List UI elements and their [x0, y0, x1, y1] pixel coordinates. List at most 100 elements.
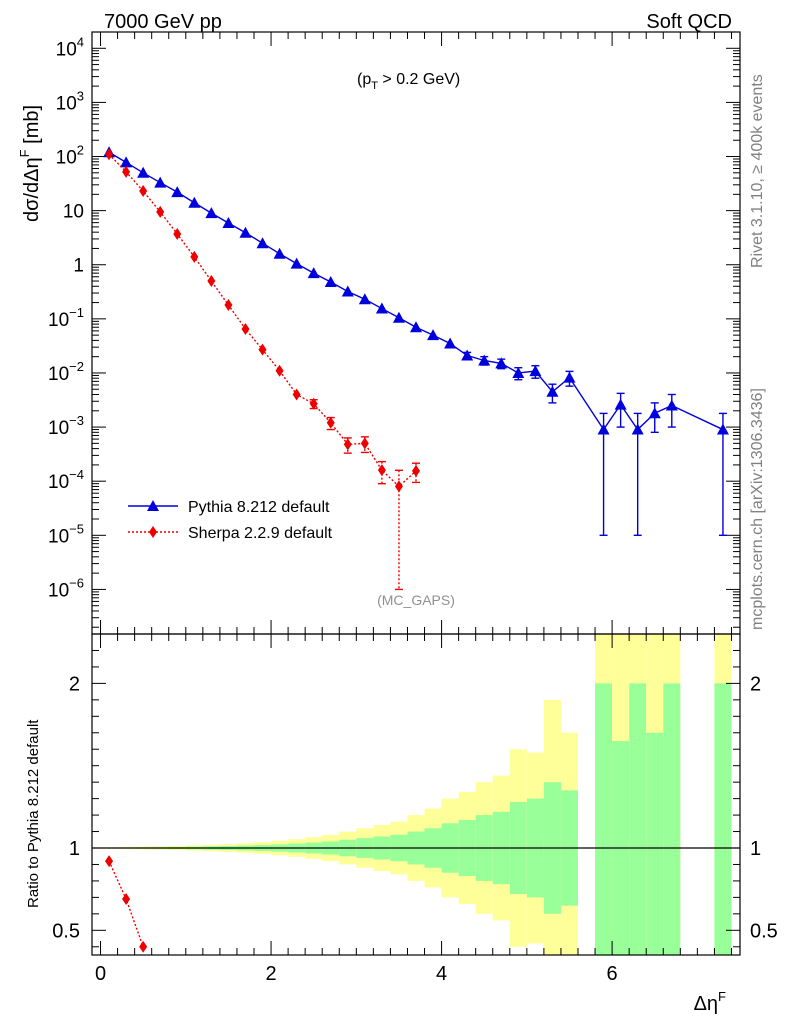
band-inner: [629, 683, 647, 955]
y-tick-label: 102: [56, 143, 84, 169]
data-point-triangle: [171, 186, 184, 198]
data-point-triangle: [137, 166, 150, 178]
y-tick-label: 10−4: [48, 467, 84, 493]
band-inner: [595, 683, 613, 955]
band-inner: [646, 732, 664, 955]
data-point-diamond: [156, 205, 165, 218]
data-point-triangle: [716, 423, 729, 435]
x-tick-label: 2: [265, 963, 276, 985]
axes-frames: [91, 31, 741, 956]
y-tick-label-base: 10: [48, 472, 69, 493]
data-point-diamond: [258, 343, 267, 356]
ratio-y-tick-label-left: 0.5: [52, 920, 80, 942]
data-point-triangle: [341, 285, 354, 297]
ratio-y-tick-label-right: 1: [750, 838, 761, 860]
y-tick-label-base: 10: [56, 39, 77, 60]
ratio-y-tick-label-right: 0.5: [750, 920, 778, 942]
data-point-triangle: [290, 257, 303, 269]
y-tick-label-exp: −4: [69, 467, 84, 482]
cut-label: (pT > 0.2 GeV): [357, 71, 460, 92]
data-point-triangle: [631, 423, 644, 435]
data-point-diamond: [275, 364, 284, 377]
data-point-diamond: [173, 227, 182, 240]
y-tick-label-base: 10: [48, 580, 69, 601]
data-point-diamond: [394, 480, 403, 493]
y-tick-label-base: 10: [48, 364, 69, 385]
band-inner: [714, 683, 732, 955]
y-axis-label-main-sup: F: [17, 149, 32, 157]
y-axis-label-main-unit: [mb]: [21, 105, 43, 149]
axis-ticks: 0 2 4 610410310210110−110−210−310−410−510−6…: [48, 31, 778, 985]
y-tick-label-base: 10: [56, 93, 77, 114]
y-tick-label-exp: 3: [77, 88, 84, 103]
cut-label-rest: > 0.2 GeV): [378, 71, 460, 88]
ratio-y-tick-label-right: 2: [750, 673, 761, 695]
legend-label: Pythia 8.212 default: [188, 499, 330, 516]
x-tick-label: 0: [95, 963, 106, 985]
x-tick-label: 6: [607, 963, 618, 985]
data-point-triangle: [512, 366, 525, 378]
data-point-diamond: [224, 299, 233, 312]
data-point-diamond: [360, 437, 369, 450]
data-point-diamond: [343, 438, 352, 451]
data-point-diamond: [139, 185, 148, 198]
data-point-triangle: [256, 237, 269, 249]
y-tick-label-base: 10: [48, 418, 69, 439]
legend-label: Sherpa 2.2.9 default: [188, 525, 333, 542]
ratio-y-tick-label-left: 1: [69, 838, 80, 860]
data-point-triangle: [392, 311, 405, 323]
y-tick-label-exp: −5: [69, 521, 84, 536]
y-axis-label-ratio: Ratio to Pythia 8.212 default: [25, 719, 42, 908]
data-point-diamond: [412, 464, 420, 477]
legend: Pythia 8.212 default Sherpa 2.2.9 default: [128, 499, 333, 542]
data-point-triangle: [529, 365, 542, 377]
data-point-triangle: [648, 407, 661, 419]
y-tick-label-exp: −3: [69, 413, 84, 428]
data-point-triangle: [239, 226, 252, 238]
data-point-diamond: [377, 464, 386, 477]
y-tick-label-exp: −2: [69, 359, 84, 374]
y-tick-label: 10−1: [48, 305, 84, 331]
y-tick-label: 103: [56, 88, 84, 114]
data-point-triangle: [222, 217, 235, 229]
data-point-triangle: [478, 354, 491, 366]
y-tick-label: 10−3: [48, 413, 84, 439]
x-tick-label: 4: [436, 963, 447, 985]
data-point-diamond: [309, 397, 318, 410]
data-point-triangle: [614, 398, 627, 410]
side-label-rivet: Rivet 3.1.10, ≥ 400k events: [749, 74, 766, 268]
side-label-mcplots: mcplots.cern.ch [arXiv:1306.3436]: [749, 388, 766, 630]
y-tick-label-exp: −6: [69, 575, 84, 590]
data-point-diamond: [122, 165, 131, 178]
y-tick-label-base: 10: [56, 148, 77, 169]
data-point-triangle: [546, 385, 559, 397]
data-point-triangle: [205, 207, 218, 219]
data-point-diamond: [207, 275, 216, 288]
legend-marker-diamond: [149, 526, 157, 538]
series-line: [108, 153, 417, 488]
y-axis-label-main-text: dσ/dΔη: [21, 157, 43, 222]
legend-marker-triangle: [147, 500, 159, 511]
y-tick-label: 10−6: [48, 575, 84, 601]
y-tick-label-base: 10: [48, 526, 69, 547]
cut-label-p: (p: [357, 71, 371, 88]
data-point-triangle: [188, 196, 201, 208]
data-point-triangle: [375, 302, 388, 314]
cut-label-sub: T: [371, 80, 378, 92]
y-tick-label: 104: [56, 34, 84, 60]
data-point-diamond: [241, 322, 250, 335]
x-axis-label-text: Δη: [694, 993, 718, 1015]
header-left: 7000 GeV pp: [104, 11, 222, 33]
data-point-triangle: [410, 321, 422, 333]
ratio-point-diamond: [105, 855, 114, 868]
data-point-triangle: [444, 337, 457, 349]
data-point-triangle: [495, 357, 508, 369]
ratio-point-diamond: [122, 893, 131, 906]
ratio-y-tick-label-left: 2: [69, 673, 80, 695]
band-inner: [663, 683, 681, 955]
analysis-tag: (MC_GAPS): [377, 592, 455, 608]
data-point-diamond: [326, 416, 335, 429]
data-point-triangle: [154, 176, 167, 188]
header-right: Soft QCD: [646, 11, 732, 33]
